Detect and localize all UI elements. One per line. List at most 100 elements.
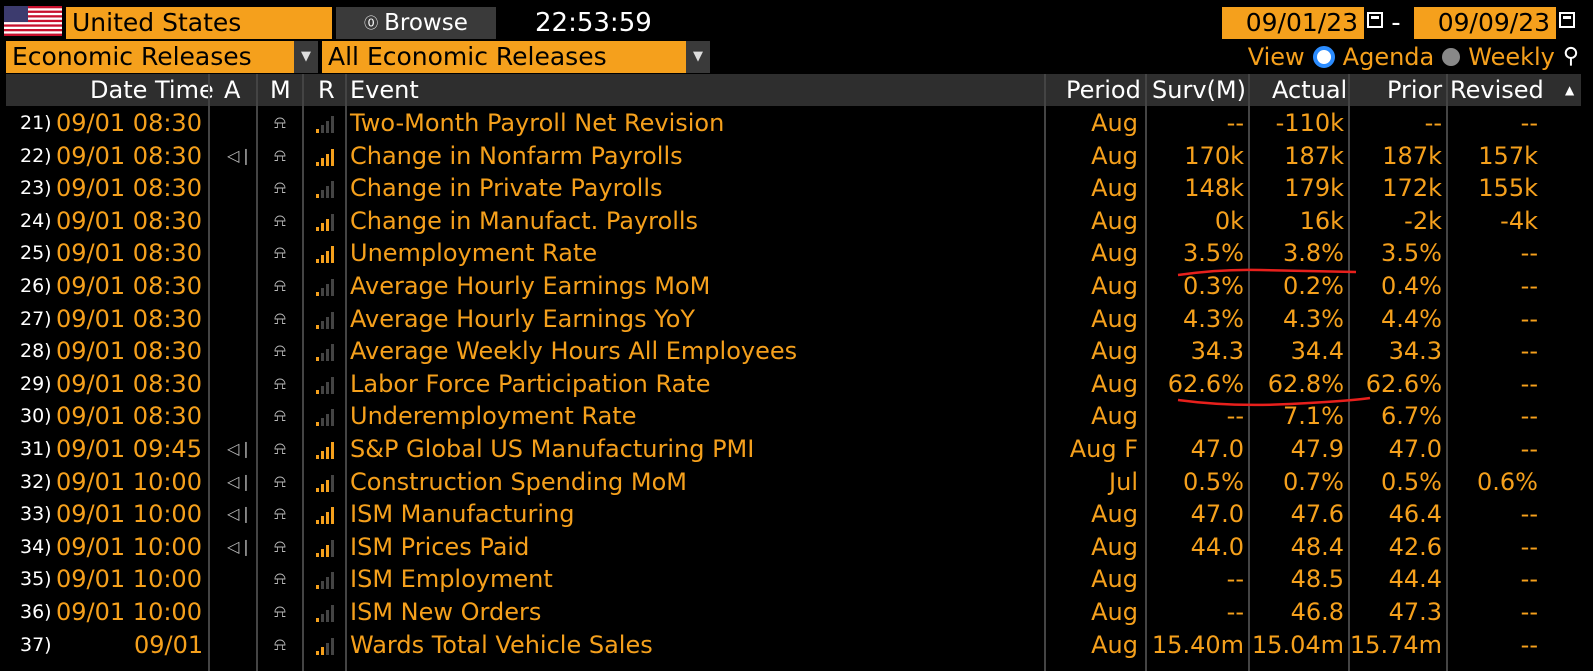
- event-name[interactable]: Change in Manufact. Payrolls: [350, 206, 699, 235]
- speaker-icon[interactable]: ◁❘: [227, 471, 253, 491]
- col-monitor[interactable]: M: [270, 76, 291, 104]
- col-survey[interactable]: Surv(M): [1152, 76, 1246, 104]
- browse-button[interactable]: ⓪ Browse: [336, 7, 496, 39]
- releases-type-select[interactable]: Economic Releases: [6, 41, 304, 73]
- row-number[interactable]: 37): [20, 633, 52, 656]
- speaker-icon[interactable]: ◁❘: [227, 145, 253, 165]
- bell-icon[interactable]: ⍾: [274, 438, 286, 459]
- event-name[interactable]: Average Hourly Earnings YoY: [350, 304, 696, 333]
- table-row[interactable]: 33) 09/01 10:00 ◁❘ ⍾ ISM Manufacturing Aug 47.…: [6, 498, 1581, 531]
- table-row[interactable]: 36) 09/01 10:00 ⍾ ISM New Orders Aug -- 46.8 47…: [6, 596, 1581, 629]
- row-number[interactable]: 22): [20, 144, 52, 167]
- chevron-down-icon[interactable]: ▼: [686, 41, 710, 73]
- bell-icon[interactable]: ⍾: [274, 503, 286, 525]
- col-relevance[interactable]: R: [318, 76, 335, 104]
- bell-icon[interactable]: ⍾: [274, 470, 286, 492]
- row-number[interactable]: 31): [20, 438, 52, 460]
- table-row[interactable]: 35) 09/01 10:00 ⍾ ISM Employment Aug -- 48.5 44…: [6, 563, 1581, 596]
- event-name[interactable]: Construction Spending MoM: [350, 467, 687, 496]
- event-name[interactable]: Unemployment Rate: [350, 239, 598, 268]
- row-number[interactable]: 21): [20, 112, 52, 134]
- col-period[interactable]: Period: [1066, 76, 1141, 104]
- bell-icon[interactable]: ⍾: [274, 209, 286, 231]
- table-row[interactable]: 25) 09/01 08:30 ⍾ Unemployment Rate Aug 3.5% 3…: [6, 237, 1581, 270]
- event-name[interactable]: Change in Private Payrolls: [350, 174, 663, 203]
- event-name[interactable]: Labor Force Participation Rate: [350, 369, 711, 398]
- agenda-label[interactable]: Agenda: [1342, 43, 1435, 71]
- event-name[interactable]: Two-Month Payroll Net Revision: [350, 109, 725, 137]
- speaker-icon[interactable]: ◁❘: [227, 536, 253, 556]
- col-revised[interactable]: Revised: [1450, 76, 1544, 104]
- row-number[interactable]: 27): [20, 307, 52, 330]
- table-row[interactable]: 34) 09/01 10:00 ◁❘ ⍾ ISM Prices Paid Aug 44.0 4…: [6, 531, 1581, 564]
- bell-icon[interactable]: ⍾: [274, 372, 286, 394]
- event-name[interactable]: Average Weekly Hours All Employees: [350, 337, 798, 366]
- bell-icon[interactable]: ⍾: [274, 535, 286, 557]
- weekly-label[interactable]: Weekly: [1468, 43, 1555, 71]
- bell-icon[interactable]: ⍾: [274, 177, 286, 199]
- event-name[interactable]: Wards Total Vehicle Sales: [350, 630, 653, 659]
- row-number[interactable]: 25): [20, 242, 52, 265]
- row-number[interactable]: 24): [20, 209, 52, 232]
- bell-icon[interactable]: ⍾: [274, 112, 286, 133]
- row-number[interactable]: 32): [20, 470, 52, 493]
- agenda-radio[interactable]: [1312, 46, 1335, 68]
- speaker-icon[interactable]: ◁❘: [227, 504, 253, 524]
- row-number[interactable]: 36): [20, 601, 52, 623]
- table-row[interactable]: 21) 09/01 08:30 ⍾ Two-Month Payroll Net Rev…: [6, 107, 1581, 140]
- col-alert[interactable]: A: [224, 76, 241, 104]
- event-name[interactable]: ISM Employment: [350, 565, 553, 594]
- event-name[interactable]: Underemployment Rate: [350, 402, 637, 431]
- event-name[interactable]: ISM Prices Paid: [350, 532, 530, 561]
- event-name[interactable]: Change in Nonfarm Payrolls: [350, 141, 683, 170]
- bell-icon[interactable]: ⍾: [274, 307, 286, 329]
- row-number[interactable]: 35): [20, 568, 52, 591]
- col-event[interactable]: Event: [350, 76, 419, 104]
- zoom-icon[interactable]: ⚲: [1562, 44, 1579, 69]
- col-datetime[interactable]: Date Time: [90, 76, 214, 104]
- calendar-icon[interactable]: [1559, 12, 1575, 28]
- table-row[interactable]: 31) 09/01 09:45 ◁❘ ⍾ S&P Global US Manufactu…: [6, 433, 1581, 466]
- calendar-icon[interactable]: [1367, 12, 1383, 28]
- table-row[interactable]: 23) 09/01 08:30 ⍾ Change in Private Payroll…: [6, 172, 1581, 205]
- bell-icon[interactable]: ⍾: [274, 242, 286, 264]
- table-row[interactable]: 28) 09/01 08:30 ⍾ Average Weekly Hours All …: [6, 335, 1581, 368]
- bell-icon[interactable]: ⍾: [274, 405, 286, 427]
- release-filter-select[interactable]: All Economic Releases: [322, 41, 692, 73]
- row-number[interactable]: 33): [20, 503, 52, 526]
- bell-icon[interactable]: ⍾: [274, 144, 286, 166]
- start-date-field[interactable]: 09/01/23: [1222, 7, 1364, 39]
- row-number[interactable]: 30): [20, 405, 52, 428]
- table-row[interactable]: 32) 09/01 10:00 ◁❘ ⍾ Construction Spending M…: [6, 466, 1581, 499]
- row-number[interactable]: 29): [20, 372, 52, 395]
- event-name[interactable]: Average Hourly Earnings MoM: [350, 272, 711, 300]
- table-row[interactable]: 27) 09/01 08:30 ⍾ Average Hourly Earnings Y…: [6, 303, 1581, 336]
- end-date-field[interactable]: 09/09/23: [1414, 7, 1556, 39]
- bell-icon[interactable]: ⍾: [274, 633, 286, 655]
- table-row[interactable]: 24) 09/01 08:30 ⍾ Change in Manufact. Payro…: [6, 205, 1581, 238]
- event-name[interactable]: ISM Manufacturing: [350, 500, 575, 529]
- table-row[interactable]: 22) 09/01 08:30 ◁❘ ⍾ Change in Nonfarm Payro…: [6, 140, 1581, 173]
- chevron-down-icon[interactable]: ▼: [294, 41, 318, 73]
- row-number[interactable]: 23): [20, 177, 52, 200]
- bell-icon[interactable]: ⍾: [274, 340, 286, 362]
- bell-icon[interactable]: ⍾: [274, 568, 286, 590]
- row-number[interactable]: 34): [20, 535, 52, 558]
- speaker-icon[interactable]: ◁❘: [227, 439, 253, 458]
- row-number[interactable]: 28): [20, 340, 52, 363]
- revised-cell: --: [1520, 630, 1538, 659]
- bell-icon[interactable]: ⍾: [274, 601, 286, 622]
- country-field[interactable]: United States: [66, 7, 332, 39]
- col-actual[interactable]: Actual: [1272, 76, 1348, 104]
- bell-icon[interactable]: ⍾: [274, 275, 286, 296]
- table-row[interactable]: 37) 09/01 ⍾ Wards Total Vehicle Sales Aug 15.…: [6, 629, 1581, 662]
- row-number[interactable]: 26): [20, 275, 52, 297]
- event-name[interactable]: S&P Global US Manufacturing PMI: [350, 435, 755, 463]
- table-row[interactable]: 30) 09/01 08:30 ⍾ Underemployment Rate Aug --…: [6, 400, 1581, 433]
- weekly-radio[interactable]: [1442, 48, 1461, 66]
- sort-up-icon[interactable]: ▲: [1565, 83, 1575, 97]
- event-name[interactable]: ISM New Orders: [350, 598, 542, 626]
- table-row[interactable]: 26) 09/01 08:30 ⍾ Average Hourly Earnings M…: [6, 270, 1581, 303]
- col-prior[interactable]: Prior: [1387, 76, 1443, 104]
- table-row[interactable]: 29) 09/01 08:30 ⍾ Labor Force Participation…: [6, 368, 1581, 401]
